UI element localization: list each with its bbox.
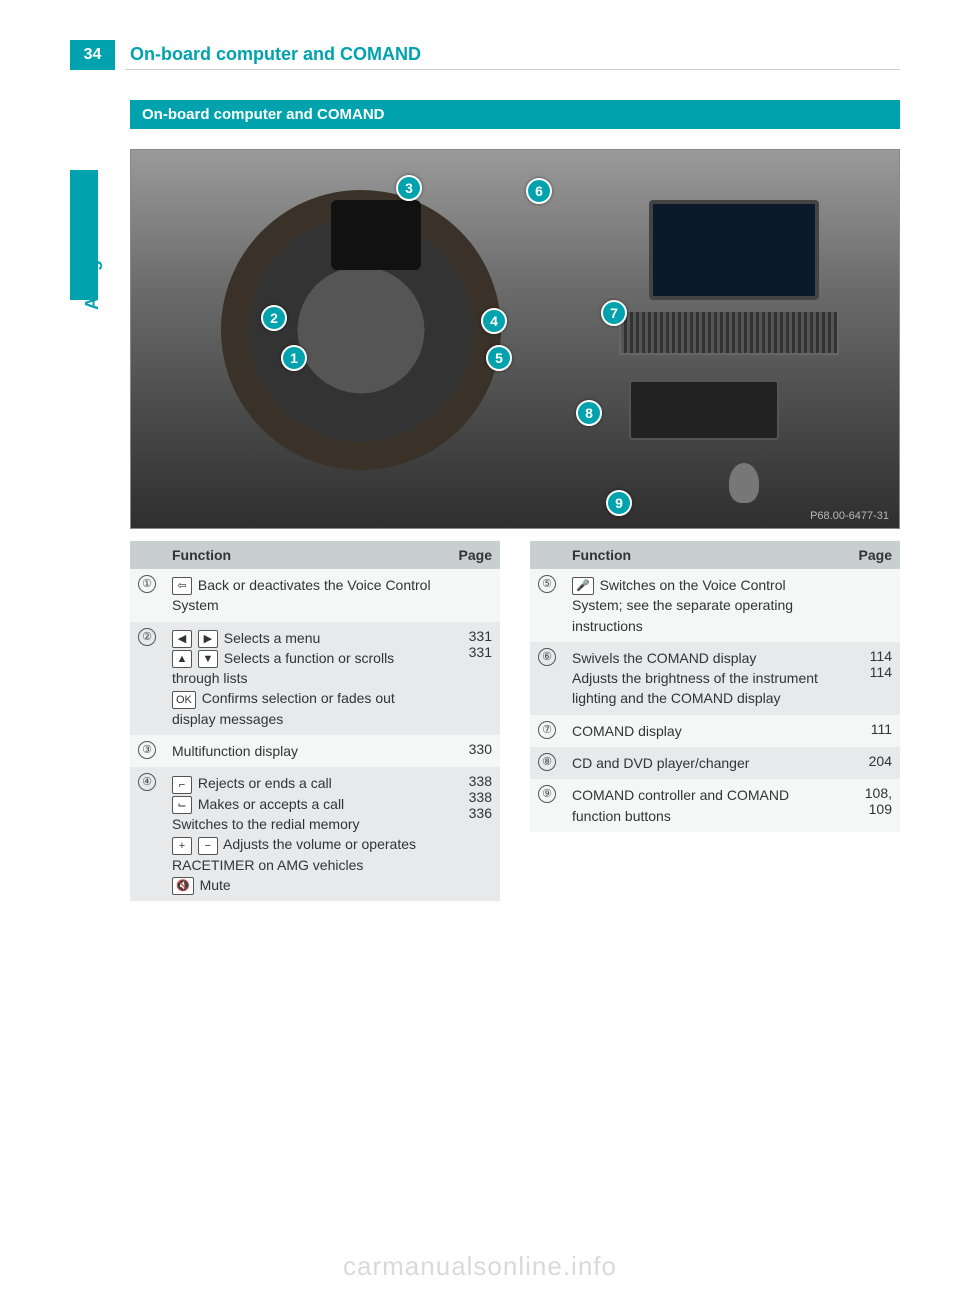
table-row: ⑧CD and DVD player/changer204 [530, 747, 900, 779]
header-blank [530, 541, 564, 569]
section-heading: On-board computer and COMAND [130, 100, 900, 129]
keycap-icon: − [198, 837, 218, 855]
keycap-icon: ⌐ [172, 776, 192, 794]
row-description: CD and DVD player/changer [564, 747, 845, 779]
table-row: ③Multifunction display330 [130, 735, 500, 767]
row-page [845, 569, 900, 642]
table-header-row: Function Page [530, 541, 900, 569]
row-description: ◀ ▶ Selects a menu▲ ▼ Selects a function… [164, 622, 445, 735]
page-number-tab: 34 [70, 40, 115, 70]
header-page: Page [845, 541, 900, 569]
table-row: ⑤🎤 Switches on the Voice Control System;… [530, 569, 900, 642]
watermark: carmanualsonline.info [0, 1251, 960, 1282]
row-number: ⑤ [530, 569, 564, 642]
instrument-cluster [331, 200, 421, 270]
keycap-icon: ◀ [172, 630, 192, 648]
row-page: 114 114 [845, 642, 900, 715]
row-page: 108, 109 [845, 779, 900, 832]
row-page: 204 [845, 747, 900, 779]
row-description: COMAND controller and COMAND function bu… [564, 779, 845, 832]
row-page: 111 [845, 715, 900, 747]
keycap-icon: ▲ [172, 650, 192, 668]
function-tables: Function Page ①⇦ Back or deactivates the… [130, 541, 900, 901]
row-number: ⑦ [530, 715, 564, 747]
center-stack [629, 380, 779, 440]
row-page: 331 331 [445, 622, 500, 735]
keycap-icon: + [172, 837, 192, 855]
callout-7: 7 [601, 300, 627, 326]
row-page: 338 338 336 [445, 767, 500, 901]
callout-2: 2 [261, 305, 287, 331]
row-description: Multifunction display [164, 735, 445, 767]
row-description: ⌐ Rejects or ends a call⌙ Makes or accep… [164, 767, 445, 901]
table-row: ④⌐ Rejects or ends a call⌙ Makes or acce… [130, 767, 500, 901]
row-number: ⑥ [530, 642, 564, 715]
table-row: ⑦COMAND display111 [530, 715, 900, 747]
row-number: ⑧ [530, 747, 564, 779]
comand-screen [649, 200, 819, 300]
row-description: COMAND display [564, 715, 845, 747]
row-number: ③ [130, 735, 164, 767]
row-description: 🎤 Switches on the Voice Control System; … [564, 569, 845, 642]
figure-label: P68.00-6477-31 [810, 510, 889, 522]
keycap-icon: ▼ [198, 650, 218, 668]
keycap-icon: ▶ [198, 630, 218, 648]
keycap-icon: OK [172, 691, 196, 709]
keycap-icon: ⌙ [172, 796, 192, 814]
chapter-title: On-board computer and COMAND [125, 40, 900, 70]
row-number: ⑨ [530, 779, 564, 832]
callout-5: 5 [486, 345, 512, 371]
right-column: Function Page ⑤🎤 Switches on the Voice C… [530, 541, 900, 901]
row-page: 330 [445, 735, 500, 767]
table-header-row: Function Page [130, 541, 500, 569]
callout-8: 8 [576, 400, 602, 426]
callout-3: 3 [396, 175, 422, 201]
keycap-icon: 🔇 [172, 877, 194, 895]
page: 34 On-board computer and COMAND At a gla… [0, 0, 960, 1302]
table-row: ⑥Swivels the COMAND displayAdjusts the b… [530, 642, 900, 715]
row-description: ⇦ Back or deactivates the Voice Control … [164, 569, 445, 622]
row-description: Swivels the COMAND displayAdjusts the br… [564, 642, 845, 715]
row-number: ④ [130, 767, 164, 901]
callout-4: 4 [481, 308, 507, 334]
air-vents [619, 310, 839, 355]
table-row: ②◀ ▶ Selects a menu▲ ▼ Selects a functio… [130, 622, 500, 735]
dashboard-figure: 1 2 3 4 5 6 7 8 9 P68.00-6477-31 [130, 149, 900, 529]
right-table: Function Page ⑤🎤 Switches on the Voice C… [530, 541, 900, 832]
row-number: ① [130, 569, 164, 622]
callout-1: 1 [281, 345, 307, 371]
callout-6: 6 [526, 178, 552, 204]
header-function: Function [564, 541, 845, 569]
left-column: Function Page ①⇦ Back or deactivates the… [130, 541, 500, 901]
side-label: At a glance [82, 214, 103, 310]
row-page [445, 569, 500, 622]
keycap-icon: 🎤 [572, 577, 594, 595]
callout-9: 9 [606, 490, 632, 516]
table-row: ①⇦ Back or deactivates the Voice Control… [130, 569, 500, 622]
page-number: 34 [84, 46, 102, 64]
header-blank [130, 541, 164, 569]
keycap-icon: ⇦ [172, 577, 192, 595]
row-number: ② [130, 622, 164, 735]
header-page: Page [445, 541, 500, 569]
left-table: Function Page ①⇦ Back or deactivates the… [130, 541, 500, 901]
table-row: ⑨COMAND controller and COMAND function b… [530, 779, 900, 832]
gear-shifter [729, 463, 759, 503]
header-function: Function [164, 541, 445, 569]
